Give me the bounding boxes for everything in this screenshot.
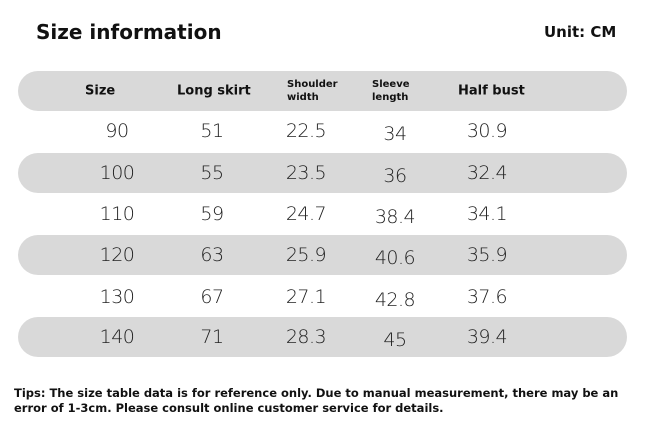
table-cell: 130 <box>99 286 135 308</box>
table-cell: 25.9 <box>285 244 327 266</box>
table-cell: 24.7 <box>285 203 327 225</box>
unit-label: Unit: CM <box>544 23 617 41</box>
row-band <box>18 153 627 193</box>
table-cell: 30.9 <box>466 120 508 142</box>
table-cell: 90 <box>105 120 129 142</box>
title: Size information <box>36 20 222 44</box>
column-header: Size <box>85 83 116 99</box>
table-cell: 35.9 <box>466 244 508 266</box>
row-band <box>18 317 627 357</box>
tips: Tips: The size table data is for referen… <box>14 386 619 415</box>
table-cell: 37.6 <box>466 286 508 308</box>
table-cell: 110 <box>99 203 135 225</box>
column-header: Sleeve length <box>372 79 410 103</box>
table-cell: 32.4 <box>466 162 508 184</box>
table-cell: 39.4 <box>466 326 508 348</box>
table-cell: 100 <box>99 162 135 184</box>
table-cell: 120 <box>99 244 135 266</box>
header-band <box>18 71 627 111</box>
table-cell: 28.3 <box>285 326 327 348</box>
table-cell: 27.1 <box>285 286 327 308</box>
column-header: Half bust <box>458 83 525 99</box>
table-cell: 59 <box>200 203 224 225</box>
table-cell: 38.4 <box>374 206 416 228</box>
row-band <box>18 235 627 275</box>
table-cell: 63 <box>200 244 224 266</box>
table-cell: 45 <box>383 329 407 351</box>
table-cell: 42.8 <box>374 289 416 311</box>
table-cell: 140 <box>99 326 135 348</box>
table-cell: 67 <box>200 286 224 308</box>
table-cell: 40.6 <box>374 247 416 269</box>
table-cell: 71 <box>200 326 224 348</box>
table-cell: 22.5 <box>285 120 327 142</box>
table-cell: 55 <box>200 162 224 184</box>
column-header: Long skirt <box>177 83 251 99</box>
table-cell: 51 <box>200 120 224 142</box>
column-header: Shoulder width <box>287 79 338 103</box>
table-cell: 23.5 <box>285 162 327 184</box>
table-cell: 34 <box>383 123 407 145</box>
table-cell: 34.1 <box>466 203 508 225</box>
table-cell: 36 <box>383 165 407 187</box>
